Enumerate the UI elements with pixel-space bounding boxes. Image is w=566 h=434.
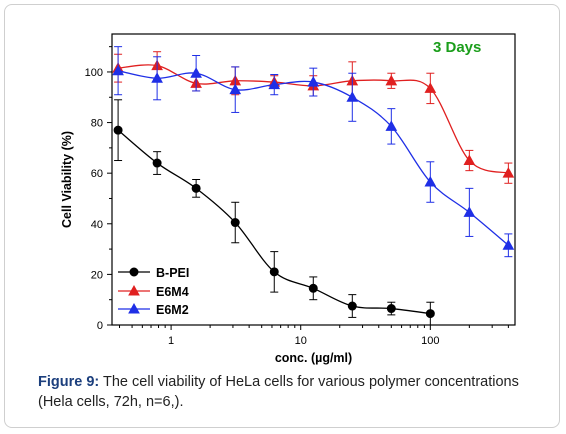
data-point xyxy=(502,167,515,178)
data-point xyxy=(385,74,398,86)
data-point xyxy=(424,82,437,93)
viability-chart: 0 20 40 60 80 100 1 10 100 conc. (µg/ml) Cell Viab… xyxy=(60,33,516,365)
x-tick-label: 1 xyxy=(168,335,174,347)
data-point xyxy=(347,301,357,311)
y-tick-label: 40 xyxy=(91,219,103,231)
x-tick-label: 100 xyxy=(421,335,439,347)
data-point xyxy=(307,76,320,87)
x-tick-label: 10 xyxy=(295,335,307,347)
data-point xyxy=(424,176,437,187)
figure-caption: Figure 9: The cell viability of HeLa cel… xyxy=(38,372,543,412)
caption-label: Figure 9: xyxy=(38,374,100,390)
data-point xyxy=(502,239,515,250)
data-point xyxy=(230,218,240,228)
legend-swatch-marker xyxy=(128,284,140,296)
chart-annotation: 3 Days xyxy=(433,39,481,56)
data-point xyxy=(190,67,202,78)
y-tick-label: 100 xyxy=(85,67,103,79)
legend-swatch-marker xyxy=(129,267,139,277)
caption-text: The cell viability of HeLa cells for var… xyxy=(38,374,519,410)
data-point xyxy=(191,183,201,193)
data-point xyxy=(269,267,279,277)
data-point xyxy=(112,64,124,76)
y-tick-label: 0 xyxy=(97,320,103,332)
data-point xyxy=(151,72,163,83)
y-axis-label: Cell Viability (%) xyxy=(60,131,74,228)
y-tick-label: 80 xyxy=(91,118,103,130)
data-point xyxy=(463,154,476,166)
data-point xyxy=(268,78,281,90)
data-point xyxy=(152,158,162,168)
data-point xyxy=(463,206,476,217)
data-point xyxy=(425,309,435,319)
legend-label: E6M4 xyxy=(156,285,189,299)
series-line-2 xyxy=(117,70,509,246)
y-tick-label: 60 xyxy=(91,168,103,180)
data-point xyxy=(385,120,398,131)
y-tick-label: 20 xyxy=(91,269,103,281)
data-point xyxy=(386,304,396,314)
data-point xyxy=(346,91,359,102)
data-point xyxy=(113,125,123,135)
legend-swatch-marker xyxy=(128,302,140,314)
data-point xyxy=(229,83,242,95)
data-point xyxy=(308,283,318,293)
legend-label: E6M2 xyxy=(156,303,189,317)
legend-label: B-PEI xyxy=(156,266,189,280)
plot-frame xyxy=(111,33,516,326)
x-axis-label: conc. (µg/ml) xyxy=(275,351,352,365)
